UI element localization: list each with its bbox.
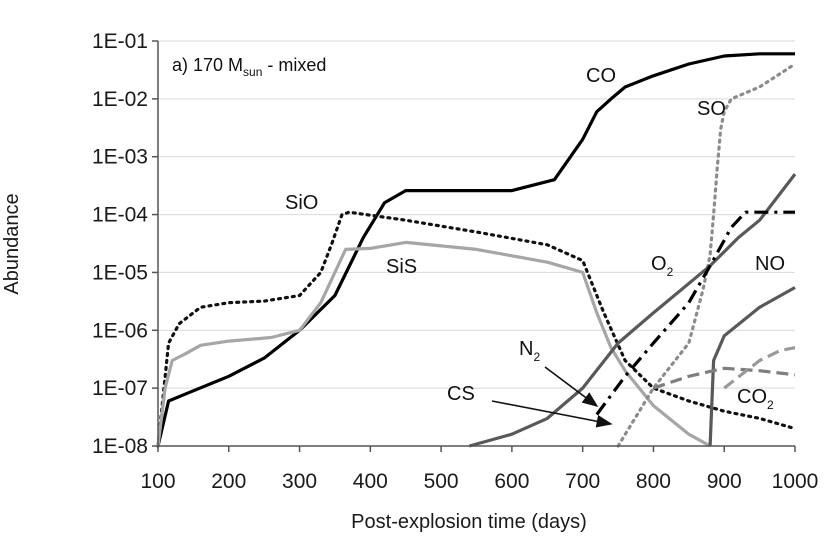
- y-tick-label: 1E-07: [92, 377, 148, 400]
- x-tick-label: 600: [494, 470, 529, 493]
- series-line-sio: [156, 210, 797, 448]
- y-tick-label: 1E-04: [92, 204, 148, 227]
- x-tick-label: 300: [282, 470, 317, 493]
- label-no: NO: [755, 253, 785, 275]
- axis-ticks: [152, 40, 796, 452]
- x-tick-label: 700: [565, 470, 600, 493]
- x-tick-label: 500: [424, 470, 459, 493]
- x-tick-label: 100: [140, 470, 175, 493]
- x-tick-label: 400: [353, 470, 388, 493]
- x-tick-label: 1000: [772, 470, 819, 493]
- series-line-no: [708, 286, 796, 447]
- label-n2: N2: [519, 338, 540, 364]
- y-tick-label: 1E-08: [92, 435, 148, 458]
- series-line-n2: [595, 210, 795, 416]
- label-co2: CO2: [737, 386, 774, 412]
- y-tick-label: 1E-05: [92, 261, 148, 284]
- label-sis: SiS: [386, 256, 417, 278]
- y-axis-title: Abundance: [1, 193, 23, 294]
- panel-title: a) 170 Msun - mixed: [172, 55, 326, 79]
- series-line-sis: [156, 240, 711, 448]
- label-co: CO: [586, 65, 616, 87]
- series-layer: [156, 52, 797, 448]
- panel-title-suffix: - mixed: [262, 55, 326, 75]
- panel-title-subscript: sun: [243, 65, 262, 79]
- n2-arrow: [544, 366, 599, 407]
- tick-labels: 1E-08 1E-07 1E-06 1E-05 1E-04 1E-03 1E-02 1E-01…: [92, 30, 818, 493]
- label-cs: CS: [447, 383, 475, 405]
- series-line-co: [156, 52, 795, 447]
- x-tick-label: 900: [707, 470, 742, 493]
- series-line-so: [616, 62, 797, 448]
- cs-arrow: [491, 400, 613, 428]
- x-tick-label: 800: [636, 470, 671, 493]
- x-axis-title: Post-explosion time (days): [351, 511, 587, 533]
- panel-title-main: a) 170 M: [172, 55, 243, 75]
- series-line-cs: [723, 346, 796, 390]
- label-sio: SiO: [285, 192, 318, 214]
- series-line-o2: [468, 173, 797, 448]
- y-tick-label: 1E-06: [92, 319, 148, 342]
- y-tick-label: 1E-03: [92, 146, 148, 169]
- label-so: SO: [697, 98, 726, 120]
- y-tick-label: 1E-02: [92, 88, 148, 111]
- x-tick-label: 200: [211, 470, 246, 493]
- y-tick-label: 1E-01: [92, 30, 148, 53]
- series-line-co2: [652, 366, 796, 390]
- label-o2: O2: [651, 253, 674, 279]
- grid-lines: [158, 40, 795, 389]
